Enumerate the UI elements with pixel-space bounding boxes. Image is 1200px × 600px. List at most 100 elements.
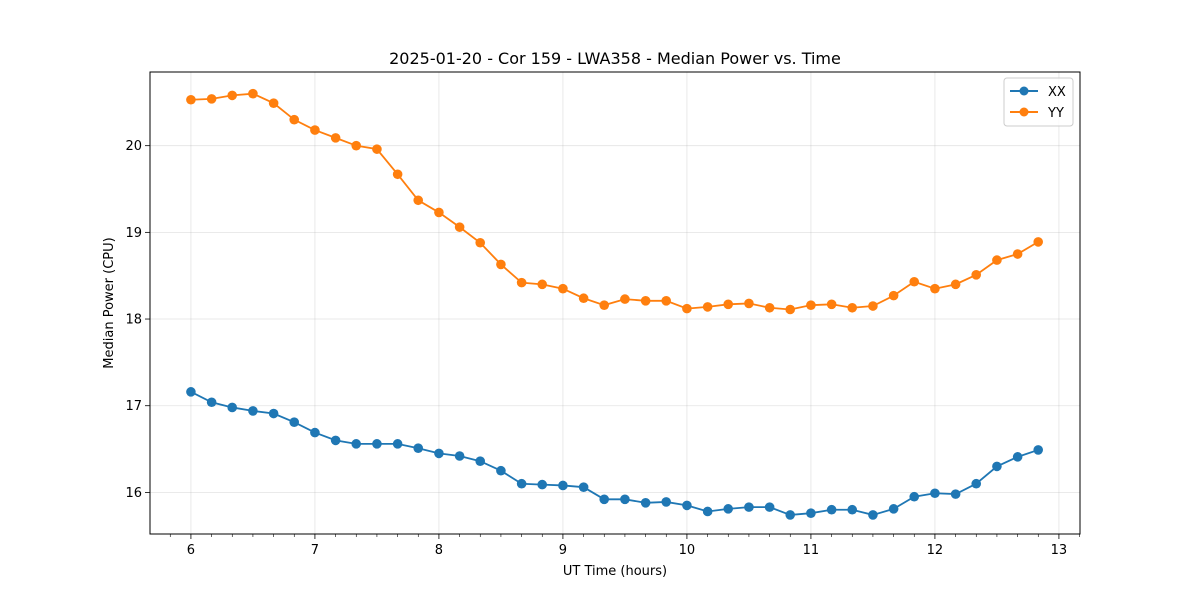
series-xx-point bbox=[806, 508, 816, 518]
series-yy-point bbox=[206, 94, 217, 104]
series-xx-point bbox=[930, 488, 940, 499]
legend: XX YY bbox=[1003, 77, 1074, 127]
grid bbox=[150, 72, 1080, 534]
series-xx-point bbox=[1033, 445, 1044, 455]
series-xx-point bbox=[702, 506, 713, 517]
series-yy-point bbox=[909, 276, 920, 287]
x-tick-label: 8 bbox=[435, 543, 443, 558]
y-tick-label: 16 bbox=[125, 486, 142, 501]
legend-yy-label: YY bbox=[1047, 106, 1064, 121]
series-xx-point bbox=[372, 439, 382, 449]
series-yy-point bbox=[868, 301, 878, 311]
y-axis-label: Median Power (CPU) bbox=[102, 237, 117, 368]
series-yy-point bbox=[620, 294, 630, 304]
series-xx-point bbox=[682, 500, 692, 511]
series-xx-point bbox=[248, 406, 258, 416]
series-yy-point bbox=[475, 237, 486, 248]
series bbox=[186, 88, 1044, 520]
plot-area bbox=[150, 72, 1080, 534]
series-xx-point bbox=[640, 498, 651, 508]
series-yy-point bbox=[372, 144, 382, 154]
series-yy-point bbox=[744, 298, 754, 309]
x-tick-label: 9 bbox=[559, 543, 567, 558]
series-xx-point bbox=[475, 456, 486, 466]
series-yy-point bbox=[930, 283, 940, 294]
series-xx-point bbox=[950, 489, 961, 499]
series-yy-point bbox=[351, 140, 362, 151]
series-xx-point bbox=[186, 387, 196, 397]
series-yy-point bbox=[992, 255, 1002, 265]
series-yy-point bbox=[413, 195, 424, 206]
series-xx-point bbox=[454, 451, 465, 461]
series-yy-point bbox=[516, 277, 527, 288]
series-xx-point bbox=[392, 439, 403, 449]
series-xx-point bbox=[764, 502, 775, 512]
plot-frame bbox=[149, 71, 1081, 535]
series-xx-point bbox=[578, 482, 589, 492]
series-yy-point bbox=[496, 259, 506, 270]
series-xx-point bbox=[599, 494, 610, 505]
series-yy-point bbox=[785, 304, 796, 315]
x-tick-label: 13 bbox=[1051, 543, 1068, 558]
series-yy-point bbox=[806, 300, 816, 310]
x-tick-label: 11 bbox=[803, 543, 820, 558]
x-tick-label: 12 bbox=[927, 543, 944, 558]
series-yy-point bbox=[971, 270, 982, 280]
series-xx-point bbox=[620, 494, 630, 505]
series-xx-point bbox=[661, 497, 672, 507]
series-yy-point bbox=[558, 283, 568, 294]
series-yy-point bbox=[950, 279, 961, 290]
series-xx-point bbox=[909, 491, 920, 502]
series-xx-point bbox=[351, 439, 362, 449]
series-yy-point bbox=[723, 299, 734, 310]
x-tick-label: 10 bbox=[679, 543, 696, 558]
series-yy-point bbox=[289, 114, 300, 125]
series-yy-point bbox=[888, 290, 899, 301]
series-xx-point bbox=[971, 478, 982, 489]
series-yy-point bbox=[640, 296, 651, 306]
series-xx-point bbox=[537, 479, 548, 490]
series-xx-point bbox=[289, 417, 300, 427]
series-yy-point bbox=[434, 207, 444, 218]
series-yy-point bbox=[310, 125, 320, 135]
series-yy-point bbox=[847, 302, 858, 313]
legend-yy-marker bbox=[1019, 107, 1029, 117]
series-yy-point bbox=[764, 302, 775, 313]
x-tick-label: 7 bbox=[311, 543, 319, 558]
axes: 6 7 8 9 10 11 12 13 16 17 18 19 20 bbox=[125, 139, 1080, 558]
series-yy-point bbox=[702, 302, 713, 312]
series-yy-point bbox=[599, 300, 610, 310]
series-yy-point bbox=[682, 303, 692, 314]
series-xx-point bbox=[227, 402, 238, 413]
x-tick-label: 6 bbox=[187, 543, 195, 558]
series-xx-point bbox=[516, 478, 527, 489]
series-xx-point bbox=[888, 504, 899, 514]
series-xx-point bbox=[1012, 452, 1023, 462]
series-xx-point bbox=[496, 465, 506, 476]
series-xx-point bbox=[826, 504, 837, 515]
series-xx-point bbox=[785, 510, 796, 520]
series-yy-point bbox=[1012, 249, 1023, 259]
series-yy-point bbox=[392, 169, 403, 180]
series-xx-point bbox=[434, 448, 444, 459]
y-tick-label: 20 bbox=[125, 139, 142, 154]
series-yy-point bbox=[537, 279, 548, 290]
series-yy-point bbox=[578, 293, 589, 304]
series-xx-point bbox=[268, 408, 279, 419]
y-tick-label: 17 bbox=[125, 399, 142, 414]
series-yy-point bbox=[268, 98, 279, 108]
series-xx-point bbox=[206, 397, 217, 408]
series-yy-point bbox=[1033, 237, 1044, 247]
series-yy-point bbox=[826, 299, 837, 310]
series-xx-point bbox=[723, 504, 734, 514]
series-xx-point bbox=[847, 504, 858, 515]
series-yy-point bbox=[227, 90, 238, 101]
series-yy-point bbox=[248, 88, 258, 99]
series-xx-point bbox=[744, 502, 754, 512]
series-xx-point bbox=[310, 427, 320, 438]
series-xx-point bbox=[992, 461, 1002, 472]
legend-xx-label: XX bbox=[1048, 85, 1066, 100]
series-xx-point bbox=[558, 480, 568, 491]
x-axis-label: UT Time (hours) bbox=[563, 564, 667, 579]
